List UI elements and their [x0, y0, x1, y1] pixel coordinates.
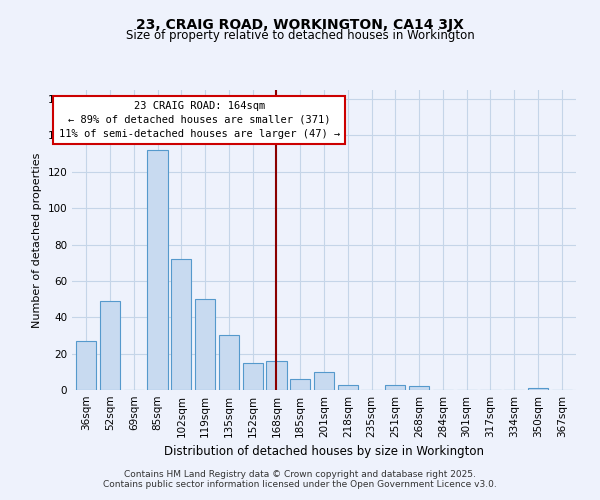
- Text: 23 CRAIG ROAD: 164sqm
← 89% of detached houses are smaller (371)
11% of semi-det: 23 CRAIG ROAD: 164sqm ← 89% of detached …: [59, 101, 340, 139]
- Bar: [290, 379, 310, 390]
- Bar: [385, 384, 406, 390]
- Y-axis label: Number of detached properties: Number of detached properties: [32, 152, 42, 328]
- Bar: [219, 336, 239, 390]
- Text: Size of property relative to detached houses in Workington: Size of property relative to detached ho…: [125, 29, 475, 42]
- Bar: [148, 150, 167, 390]
- Bar: [76, 341, 97, 390]
- Bar: [100, 301, 120, 390]
- Bar: [171, 259, 191, 390]
- Bar: [242, 362, 263, 390]
- Text: Contains public sector information licensed under the Open Government Licence v3: Contains public sector information licen…: [103, 480, 497, 489]
- Bar: [338, 384, 358, 390]
- Text: 23, CRAIG ROAD, WORKINGTON, CA14 3JX: 23, CRAIG ROAD, WORKINGTON, CA14 3JX: [136, 18, 464, 32]
- Bar: [266, 361, 287, 390]
- Bar: [314, 372, 334, 390]
- Bar: [195, 299, 215, 390]
- Text: Contains HM Land Registry data © Crown copyright and database right 2025.: Contains HM Land Registry data © Crown c…: [124, 470, 476, 479]
- Bar: [528, 388, 548, 390]
- Bar: [409, 386, 429, 390]
- X-axis label: Distribution of detached houses by size in Workington: Distribution of detached houses by size …: [164, 446, 484, 458]
